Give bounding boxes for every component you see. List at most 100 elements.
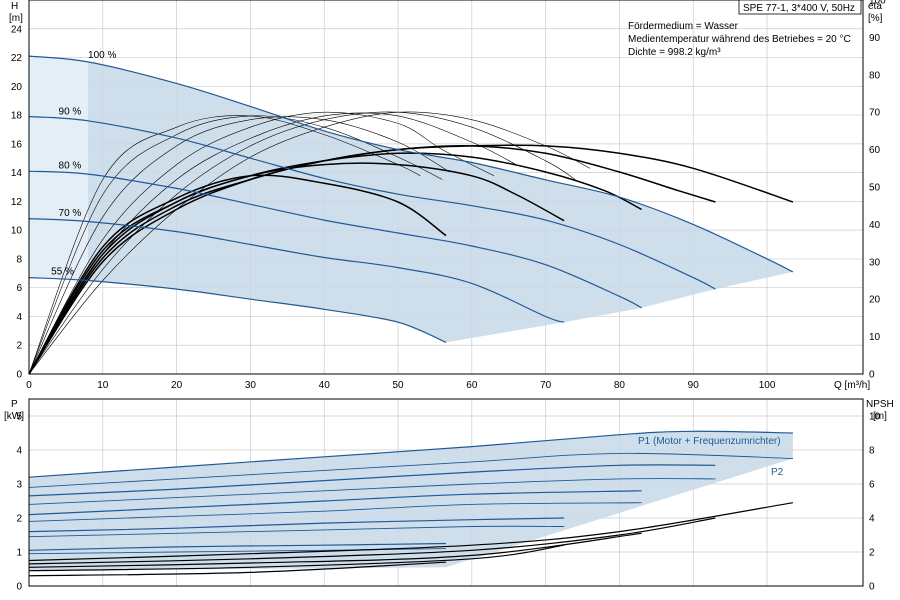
- info-line-3: Dichte = 998.2 kg/m³: [628, 47, 721, 58]
- eta-tick-label-5: 50: [869, 183, 881, 194]
- npsh-axis-title: NPSH: [866, 399, 894, 410]
- min-flow-area: [29, 56, 89, 281]
- p-tick-label-0: 0: [16, 582, 22, 593]
- h-tick-label-3: 6: [16, 283, 22, 294]
- h-tick-label-0: 0: [16, 370, 22, 381]
- eta-tick-label-7: 70: [869, 108, 881, 119]
- npsh-curve-3: [28, 544, 565, 572]
- eta-tick-label-9: 90: [869, 33, 881, 44]
- x-tick-label-2: 20: [171, 380, 183, 391]
- npsh-tick-label-3: 6: [869, 480, 875, 491]
- eta-axis-unit: [%]: [868, 13, 883, 24]
- x-tick-label-9: 90: [688, 380, 700, 391]
- efficiency-curve-3: [28, 162, 565, 375]
- p1-curve-1: [28, 464, 716, 497]
- head-curve-3: [28, 218, 565, 323]
- h-tick-label-8: 16: [11, 139, 23, 150]
- head-efficiency-chart: 100 %90 %80 %70 %55 %0 10 20 30 40 50 60 70 80 90…: [9, 0, 886, 391]
- x-tick-label-0: 0: [26, 380, 32, 391]
- h-axis-unit: [m]: [9, 13, 23, 24]
- h-axis-title: H: [11, 1, 18, 12]
- head-curve-label-0: 100 %: [88, 50, 116, 61]
- info-box: SPE 77-1, 3*400 V, 50Hz Fördermedium = W…: [628, 0, 862, 58]
- p1-curve-4: [28, 542, 447, 551]
- p-axis-title: P: [11, 399, 18, 410]
- eta-tick-label-1: 10: [869, 332, 881, 343]
- h-tick-label-9: 18: [11, 111, 23, 122]
- p-tick-label-3: 3: [16, 480, 22, 491]
- p-tick-label-5: 5: [16, 412, 22, 423]
- p-tick-label-2: 2: [16, 514, 22, 525]
- h-tick-label-10: 20: [11, 82, 23, 93]
- head-curve-label-4: 55 %: [51, 267, 74, 278]
- npsh-tick-label-4: 8: [869, 446, 875, 457]
- efficiency-curve-thin-3: [28, 111, 495, 375]
- npsh-curve-0: [28, 502, 793, 562]
- h-tick-label-5: 10: [11, 226, 23, 237]
- p1-curve-2: [28, 490, 642, 516]
- eta-tick-label-6: 60: [869, 145, 881, 156]
- npsh-tick-label-0: 0: [869, 582, 875, 593]
- p1-curve-3: [28, 517, 565, 533]
- x-tick-label-7: 70: [540, 380, 552, 391]
- efficiency-curve-2: [28, 152, 642, 375]
- npsh-curve-4: [28, 561, 447, 577]
- h-tick-label-7: 14: [11, 168, 23, 179]
- head-curve-1: [28, 115, 716, 290]
- h-tick-label-6: 12: [11, 197, 23, 208]
- head-curve-4: [28, 277, 447, 343]
- operating-area: [29, 56, 793, 343]
- x-tick-label-6: 60: [466, 380, 478, 391]
- p1-curve-0: [28, 430, 793, 478]
- top-frame: [28, 0, 864, 375]
- eta-tick-label-8: 80: [869, 70, 881, 81]
- efficiency-curve-thin-4: [28, 116, 450, 375]
- eta-tick-label-10: 100: [869, 0, 886, 7]
- npsh-curve-1: [28, 517, 716, 565]
- power-area: [29, 431, 793, 571]
- efficiency-curve-4: [28, 174, 447, 375]
- title-frame: [738, 0, 862, 15]
- info-line-2: Medientemperatur während des Betriebes =…: [628, 34, 851, 45]
- x-axis-title: Q [m³/h]: [834, 380, 870, 391]
- h-tick-label-12: 24: [11, 24, 23, 35]
- head-curve-0: [28, 55, 794, 273]
- x-tick-label-3: 30: [245, 380, 257, 391]
- bottom-frame: [28, 398, 864, 587]
- x-tick-label-5: 50: [392, 380, 404, 391]
- npsh-tick-label-5: 10: [869, 412, 881, 423]
- power-npsh-chart: P1 (Motor + Frequenzumrichter)P2012345P[…: [4, 398, 894, 593]
- efficiency-curve-thin-6: [28, 115, 421, 375]
- eta-tick-label-2: 20: [869, 295, 881, 306]
- efficiency-curve-1: [28, 145, 716, 375]
- head-curve-label-2: 80 %: [59, 161, 82, 172]
- h-tick-label-1: 2: [16, 341, 22, 352]
- head-curve-label-3: 70 %: [59, 208, 82, 219]
- npsh-tick-label-2: 4: [869, 514, 875, 525]
- x-tick-label-10: 100: [759, 380, 776, 391]
- p1-label: P1 (Motor + Frequenzumrichter): [638, 436, 781, 447]
- npsh-curve-2: [28, 532, 642, 568]
- npsh-axis-unit: [m]: [873, 411, 887, 422]
- p2-curve-3: [28, 525, 565, 538]
- info-line-1: Fördermedium = Wasser: [628, 21, 739, 32]
- p2-curve-2: [28, 502, 642, 522]
- p-axis-unit: [kW]: [4, 411, 24, 422]
- p2-label: P2: [771, 467, 784, 478]
- eta-tick-label-4: 40: [869, 220, 881, 231]
- eta-tick-label-0: 0: [869, 370, 875, 381]
- x-tick-label-8: 80: [614, 380, 626, 391]
- x-tick-label-4: 40: [319, 380, 331, 391]
- p-tick-label-4: 4: [16, 446, 22, 457]
- h-tick-label-11: 22: [11, 53, 23, 64]
- head-curve-label-1: 90 %: [59, 107, 82, 118]
- eta-tick-label-3: 30: [869, 257, 881, 268]
- eta-axis-title: eta: [868, 1, 882, 12]
- p2-curve-1: [28, 478, 716, 505]
- npsh-tick-label-1: 2: [869, 548, 875, 559]
- chart-title: SPE 77-1, 3*400 V, 50Hz: [743, 3, 855, 14]
- p-tick-label-1: 1: [16, 548, 22, 559]
- x-tick-label-1: 10: [97, 380, 109, 391]
- efficiency-curve-thin-0: [28, 111, 591, 375]
